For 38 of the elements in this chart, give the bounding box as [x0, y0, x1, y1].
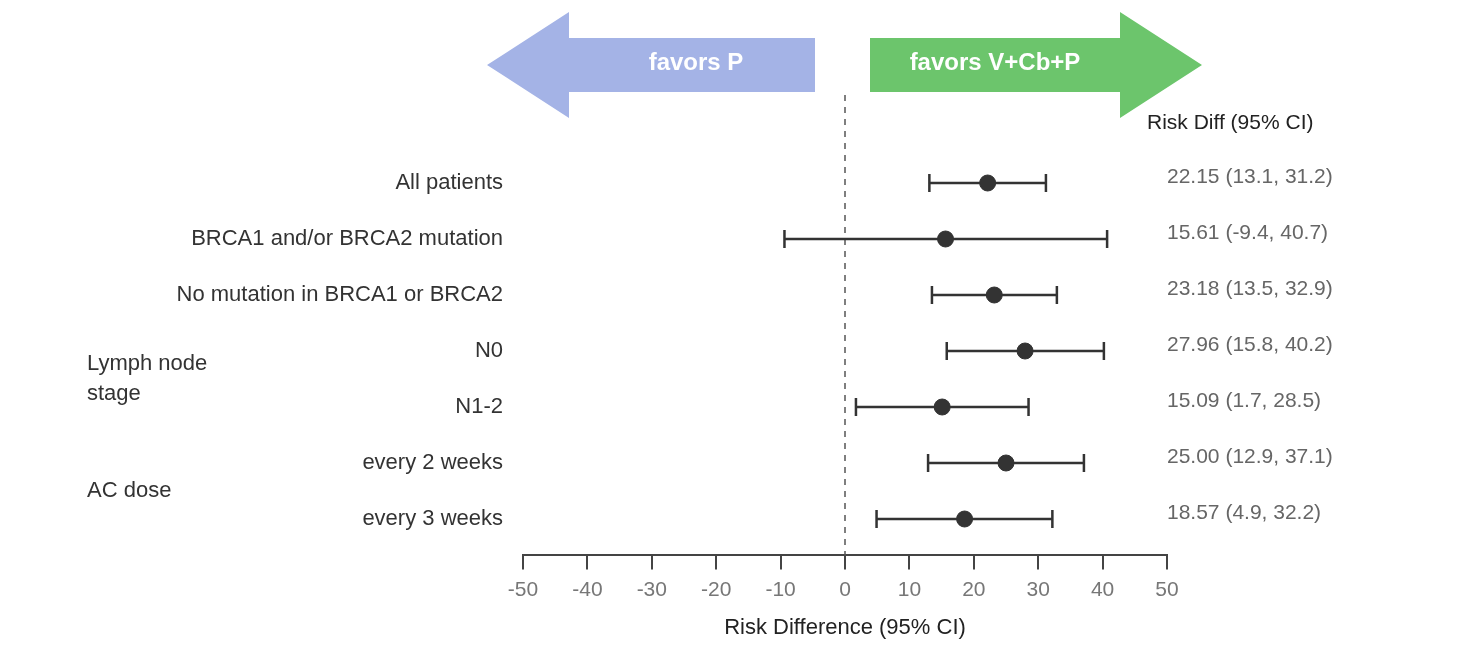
x-tick-label: -10: [765, 576, 796, 600]
x-tick-label: 20: [962, 576, 986, 600]
point: [933, 398, 951, 416]
text: AC dose: [87, 477, 172, 503]
text: Lymph node stage: [87, 350, 208, 406]
text: favors P: [647, 48, 745, 76]
data-label: 15.09 (1.7, 28.5): [1167, 387, 1322, 411]
x-tick-label: 0: [839, 576, 851, 600]
data-label: 25.00 (12.9, 37.1): [1167, 443, 1333, 467]
data-label: 22.15 (13.1, 31.2): [1167, 163, 1333, 187]
y-tick-label: every 3 weeks: [362, 505, 503, 531]
x-tick-label: -40: [572, 576, 603, 600]
y-tick-label: every 2 weeks: [362, 449, 503, 475]
point: [985, 286, 1003, 304]
x-tick-label: 30: [1026, 576, 1050, 600]
x-axis-title: Risk Difference (95% CI): [724, 613, 966, 639]
point: [997, 454, 1015, 472]
x-tick-label: -20: [701, 576, 732, 600]
y-tick-label: N1-2: [455, 393, 503, 419]
data-label: 15.61 (-9.4, 40.7): [1167, 219, 1329, 243]
y-tick-label: N0: [474, 337, 503, 363]
data-label: 18.57 (4.9, 32.2): [1167, 499, 1322, 523]
x-tick-label: 40: [1090, 576, 1115, 600]
x-tick-label: 50: [1155, 576, 1179, 600]
x-tick-label: -50: [507, 576, 539, 600]
data-label: 23.18 (13.5, 32.9): [1167, 275, 1333, 299]
data-label: 27.96 (15.8, 40.2): [1167, 331, 1333, 355]
x-tick-label: -30: [636, 576, 667, 600]
x-tick-label: 10: [897, 576, 922, 600]
point: [956, 510, 974, 528]
y-tick-label: All patients: [395, 169, 503, 195]
text: Risk Diff (95% CI): [1147, 109, 1314, 133]
point: [1016, 342, 1034, 360]
y-tick-label: BRCA1 and/or BRCA2 mutation: [191, 225, 503, 251]
text: favors V+Cb+P: [908, 48, 1082, 76]
point: [979, 174, 997, 192]
y-tick-label: No mutation in BRCA1 or BRCA2: [176, 281, 503, 307]
point: [937, 230, 955, 248]
